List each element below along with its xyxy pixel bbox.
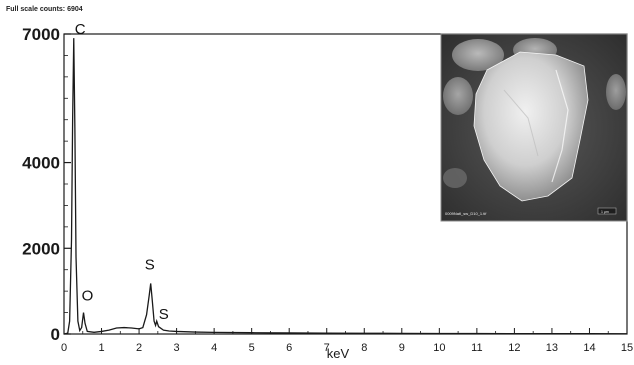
x-tick-label: 3 xyxy=(174,342,180,354)
sem-image-caption: 0009Natl_sw_D10_1.tif xyxy=(445,211,487,216)
x-tick-label: 10 xyxy=(433,342,445,354)
x-tick-label: 2 xyxy=(136,342,142,354)
peak-label-c: C xyxy=(75,21,86,38)
x-tick-label: 12 xyxy=(508,342,520,354)
x-tick-label: 14 xyxy=(583,342,595,354)
sem-small-particle xyxy=(606,74,626,110)
x-tick-label: 6 xyxy=(286,342,292,354)
x-tick-label: 5 xyxy=(249,342,255,354)
x-tick-label: 7 xyxy=(324,342,330,354)
x-tick-label: 1 xyxy=(98,342,104,354)
y-tick-label: 2000 xyxy=(22,239,60,258)
spectrum-line xyxy=(63,38,628,335)
sem-small-particle xyxy=(452,39,504,71)
y-tick-label: 7000 xyxy=(22,25,60,44)
full-scale-counts-label: Full scale counts: 6904 xyxy=(6,6,83,13)
x-tick-label: 13 xyxy=(546,342,558,354)
sem-small-particle xyxy=(443,77,473,115)
peak-labels: C O S S xyxy=(75,21,169,323)
peak-label-o: O xyxy=(82,288,94,305)
peak-label-s: S xyxy=(145,256,155,273)
x-tick-label: 15 xyxy=(621,342,633,354)
sem-small-particle xyxy=(443,168,467,188)
x-tick-label: 9 xyxy=(399,342,405,354)
x-tick-label: 8 xyxy=(361,342,367,354)
sem-particle-ridge xyxy=(503,89,539,157)
sem-inset-image: 0009Natl_sw_D10_1.tif 1 μm xyxy=(440,33,628,222)
x-tick-label: 0 xyxy=(61,342,67,354)
y-tick-label: 4000 xyxy=(22,154,60,173)
sem-scale-bar-box xyxy=(597,207,617,215)
x-tick-label: 4 xyxy=(211,342,217,354)
x-axis-label: keV xyxy=(327,346,350,361)
sem-scale-bar-label: 1 μm xyxy=(601,210,609,214)
sem-main-particle xyxy=(473,51,589,202)
x-tick-label: 11 xyxy=(471,342,482,354)
sem-particle-ridge xyxy=(551,69,569,183)
y-tick-label: 0 xyxy=(51,325,60,344)
peak-label-s: S xyxy=(159,306,169,323)
